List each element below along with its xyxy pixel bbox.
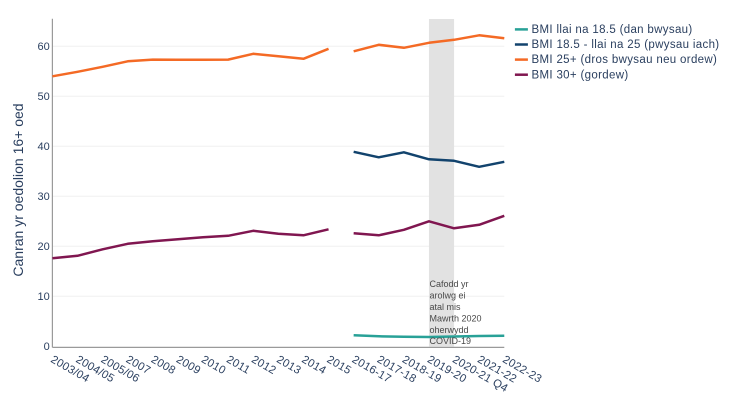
svg-text:oherwydd: oherwydd [430, 325, 469, 335]
svg-text:50: 50 [38, 91, 50, 103]
svg-text:40: 40 [38, 141, 50, 153]
svg-text:atal mis: atal mis [430, 302, 462, 312]
svg-text:BMI 25+ (dros bwysau neu ordew: BMI 25+ (dros bwysau neu ordew) [532, 54, 718, 66]
svg-text:20: 20 [38, 241, 50, 253]
svg-text:Canran yr oedolion 16+ oed: Canran yr oedolion 16+ oed [10, 103, 26, 276]
svg-text:10: 10 [38, 291, 50, 303]
svg-text:60: 60 [38, 41, 50, 53]
svg-text:30: 30 [38, 191, 50, 203]
svg-text:Mawrth 2020: Mawrth 2020 [430, 313, 482, 323]
svg-text:BMI 18.5 - llai na 25 (pwysau: BMI 18.5 - llai na 25 (pwysau iach) [532, 39, 720, 51]
svg-text:arolwg ei: arolwg ei [430, 291, 466, 301]
svg-text:0: 0 [44, 341, 50, 353]
svg-text:BMI 30+ (gordew): BMI 30+ (gordew) [532, 69, 629, 81]
svg-text:BMI llai na 18.5 (dan bwysau): BMI llai na 18.5 (dan bwysau) [532, 24, 693, 36]
svg-text:Cafodd yr: Cafodd yr [430, 279, 469, 289]
svg-text:COVID-19: COVID-19 [430, 336, 472, 346]
